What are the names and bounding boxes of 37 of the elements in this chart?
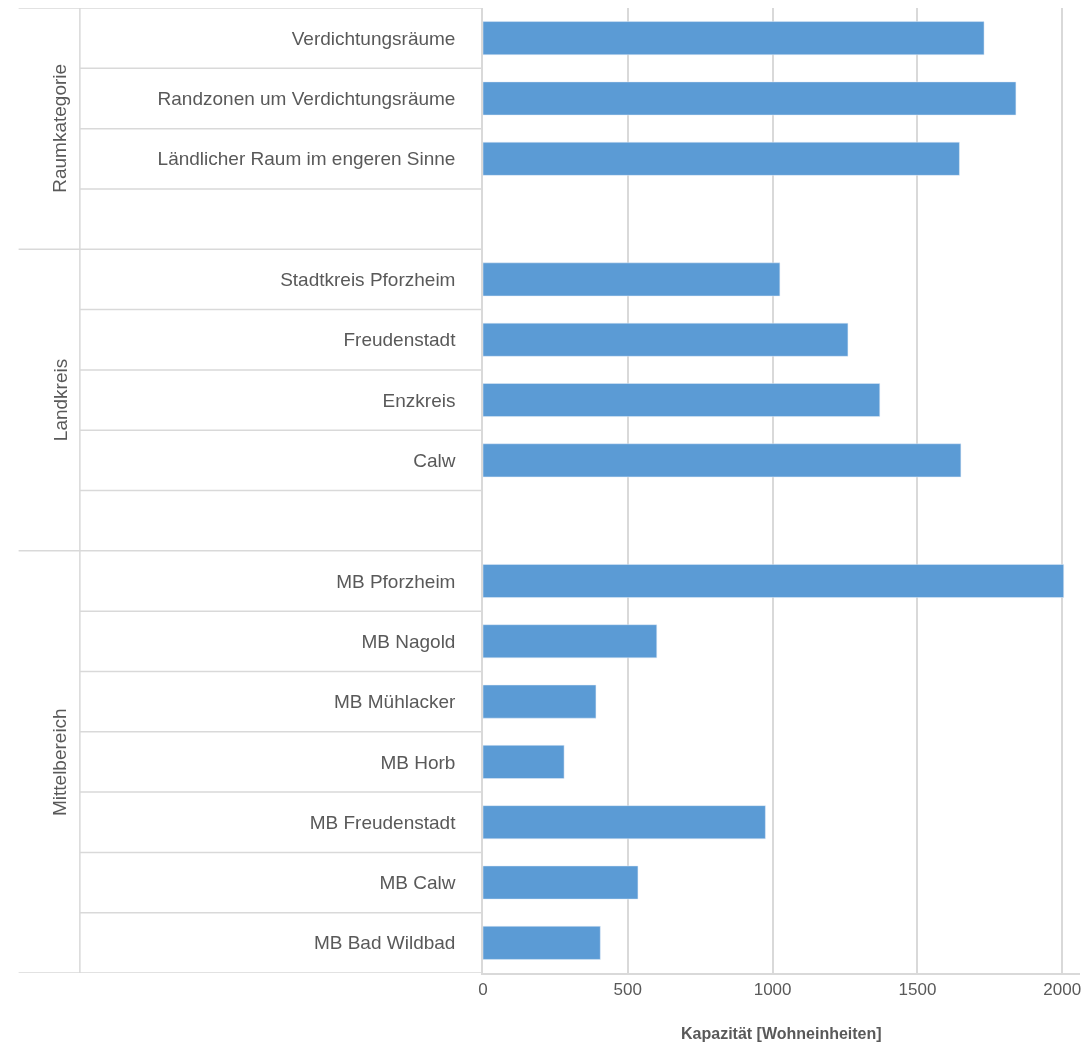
bar [483, 865, 639, 900]
y-tick-label: Freudenstadt [343, 329, 457, 351]
bar [483, 564, 1064, 598]
x-tick-label: 1000 [753, 980, 792, 1000]
x-tick-label: 0 [478, 980, 488, 1000]
text: Mittelbereich [49, 708, 71, 817]
y-tick-label: MB Mühlacker [334, 691, 457, 713]
bar [483, 443, 962, 478]
bar [483, 684, 597, 719]
bar [483, 21, 985, 55]
y-tick-label: Enzkreis [382, 389, 456, 411]
x-tick-label: 500 [613, 980, 642, 1000]
x-tick-label: 2000 [1043, 980, 1082, 1000]
y-tick-label: Ländlicher Raum im engeren Sinne [157, 148, 456, 170]
y-tick-label: Randzonen um Verdichtungsräume [157, 88, 456, 110]
y-tick-label: MB Calw [379, 872, 456, 894]
bar [483, 141, 960, 176]
y-tick-label: MB Horb [380, 751, 456, 773]
bar [483, 383, 881, 417]
y-tick-label: MB Nagold [361, 630, 456, 652]
y-tick-label: Verdichtungsräume [291, 27, 456, 49]
bar [483, 745, 565, 779]
bar [483, 262, 781, 297]
text: Landkreis [50, 358, 72, 442]
y-tick-label: MB Freudenstadt [309, 811, 457, 833]
x-tick-label: 1500 [898, 980, 937, 1000]
bar [483, 624, 658, 659]
bar [483, 81, 1017, 116]
x-axis-title: Kapazität [Wohneinheiten] [681, 1025, 882, 1043]
bar [483, 926, 601, 960]
bar [483, 805, 766, 840]
bar [483, 322, 849, 357]
text: Raumkategorie [49, 63, 71, 193]
y-tick-label: MB Pforzheim [336, 570, 456, 592]
y-tick-label: Stadtkreis Pforzheim [280, 269, 456, 291]
y-tick-label: Calw [413, 449, 456, 471]
y-tick-label: MB Bad Wildbad [313, 932, 456, 954]
